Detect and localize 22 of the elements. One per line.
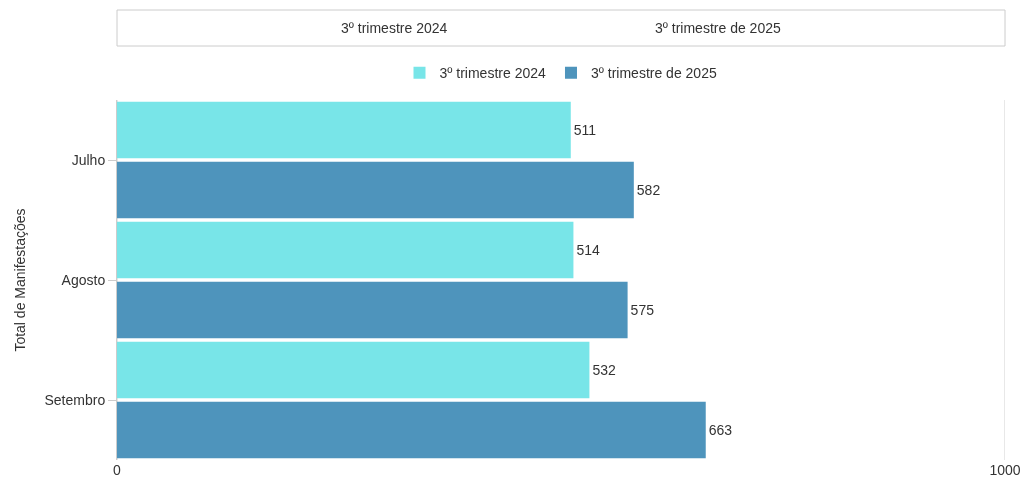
bar	[117, 161, 634, 219]
text: 3º trimestre de 2025	[655, 20, 781, 36]
data-label: 663	[708, 422, 733, 438]
bar	[117, 221, 574, 279]
y-axis-title: Total de Manifestações	[12, 208, 29, 352]
bar	[117, 401, 706, 459]
x-tick-label: 1000	[989, 462, 1021, 478]
legend-label: 3º trimestre de 2025	[590, 65, 717, 82]
legend-label: 3º trimestre 2024	[439, 65, 546, 82]
text: 3º trimestre 2024	[341, 20, 448, 36]
data-label: 511	[573, 122, 597, 138]
data-label: 532	[592, 362, 616, 378]
bar	[117, 341, 590, 399]
y-tick-label: Setembro	[44, 391, 106, 408]
bar	[117, 281, 628, 339]
data-label: 575	[630, 302, 655, 318]
x-tick-label: 0	[113, 462, 122, 478]
bar	[117, 101, 571, 159]
data-label: 582	[636, 182, 661, 198]
data-label: 514	[576, 242, 600, 258]
y-tick-label: Agosto	[61, 271, 106, 288]
y-tick-label: Julho	[71, 151, 106, 168]
